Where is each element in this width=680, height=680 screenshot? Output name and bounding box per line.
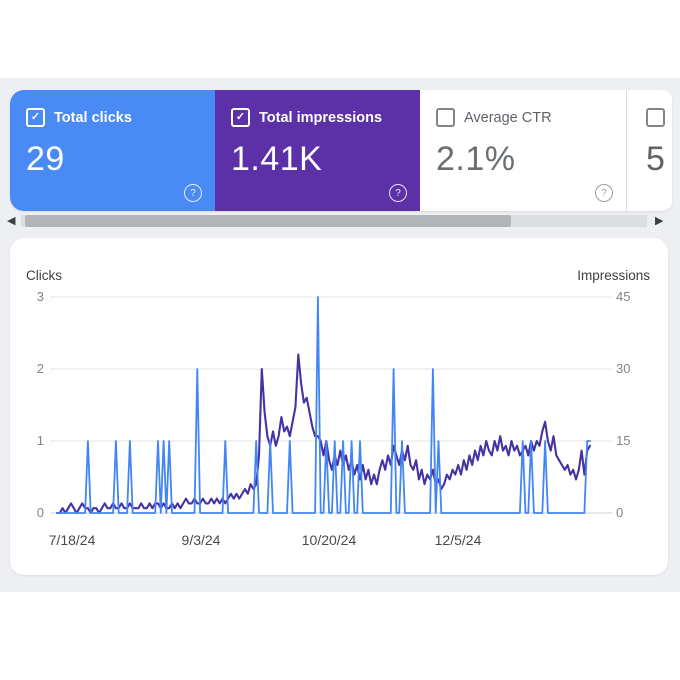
scroll-right-arrow-icon[interactable]: ▶ — [655, 215, 664, 227]
x-axis-tick: 10/20/24 — [301, 532, 357, 548]
right-axis-tick: 15 — [616, 433, 631, 448]
average-ctr-value: 2.1% — [436, 140, 516, 178]
x-axis-tick: 9/3/24 — [181, 532, 221, 548]
help-icon[interactable]: ? — [389, 184, 407, 202]
card-total-clicks[interactable]: ✓ Total clicks 29 ? — [10, 90, 215, 211]
right-axis-title: Impressions — [577, 268, 650, 283]
checkbox-unchecked-icon[interactable] — [646, 108, 665, 127]
checkbox-checked-icon[interactable]: ✓ — [26, 108, 45, 127]
scrollbar-thumb[interactable] — [25, 215, 511, 227]
cards-horizontal-scrollbar: ◀ ▶ — [0, 213, 680, 230]
card-label: Total impressions — [259, 109, 383, 126]
chart-svg[interactable] — [10, 238, 668, 538]
average-position-value: 5 — [646, 140, 666, 178]
left-axis-tick: 1 — [36, 433, 44, 448]
help-icon[interactable]: ? — [184, 184, 202, 202]
left-axis-tick: 3 — [36, 289, 44, 304]
x-axis-tick: 7/18/24 — [48, 532, 96, 548]
scrollbar-track[interactable] — [21, 215, 647, 227]
left-axis-tick: 2 — [36, 361, 44, 376]
card-average-ctr[interactable]: Average CTR 2.1% ? — [420, 90, 626, 211]
left-axis-tick: 0 — [36, 505, 44, 520]
card-average-position-cut[interactable]: 5 — [626, 90, 672, 211]
total-clicks-value: 29 — [26, 140, 65, 178]
total-impressions-value: 1.41K — [231, 140, 323, 178]
left-axis-title: Clicks — [26, 268, 62, 283]
checkbox-checked-icon[interactable]: ✓ — [231, 108, 250, 127]
right-axis-tick: 45 — [616, 289, 631, 304]
performance-chart-card: Clicks Impressions 3 2 1 0 45 30 15 0 7/… — [10, 238, 668, 575]
help-icon[interactable]: ? — [595, 184, 613, 202]
clicks-line-series[interactable] — [56, 296, 591, 514]
right-axis-tick: 0 — [616, 505, 624, 520]
checkbox-unchecked-icon[interactable] — [436, 108, 455, 127]
card-label: Total clicks — [54, 109, 132, 126]
impressions-line-series[interactable] — [55, 353, 592, 515]
card-label: Average CTR — [464, 109, 552, 126]
right-axis-tick: 30 — [616, 361, 631, 376]
scroll-left-arrow-icon[interactable]: ◀ — [7, 215, 16, 227]
x-axis-tick: 12/5/24 — [434, 532, 482, 548]
card-total-impressions[interactable]: ✓ Total impressions 1.41K ? — [215, 90, 420, 211]
metric-cards-strip: ✓ Total clicks 29 ? ✓ Total impressions … — [10, 90, 672, 211]
